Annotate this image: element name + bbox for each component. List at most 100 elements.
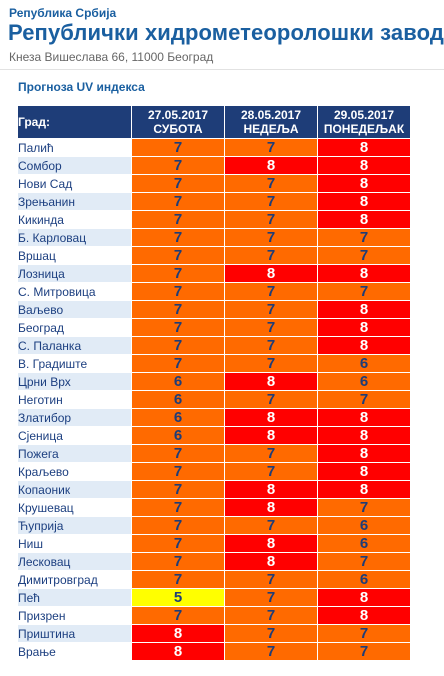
day-weekday: СУБОТА	[153, 122, 203, 136]
city-name: Лесковац	[18, 552, 132, 571]
uv-value-cell: 6	[317, 570, 410, 589]
uv-value-cell: 6	[131, 390, 225, 409]
table-row: С. Митровица 7 7 7	[18, 282, 410, 301]
table-row: Златибор 6 8 8	[18, 408, 410, 427]
city-name: В. Градиште	[18, 354, 132, 373]
uv-value-cell: 7	[224, 642, 318, 660]
day-date: 28.05.2017	[240, 108, 302, 122]
uv-value-cell: 8	[317, 480, 410, 499]
city-name: Црни Врх	[18, 372, 132, 391]
uv-value-cell: 8	[317, 192, 410, 211]
city-name: Лозница	[18, 264, 132, 283]
city-name: Сомбор	[18, 156, 132, 175]
table-row: Ћуприја 7 7 6	[18, 516, 410, 535]
city-name: Врање	[18, 642, 132, 660]
uv-value-cell: 7	[224, 570, 318, 589]
table-row: Лесковац 7 8 7	[18, 552, 410, 571]
uv-value-cell: 7	[131, 264, 225, 283]
city-name: Златибор	[18, 408, 132, 427]
city-name: Ваљево	[18, 300, 132, 319]
uv-value-cell: 7	[131, 246, 225, 265]
uv-value-cell: 8	[224, 480, 318, 499]
uv-value-cell: 8	[317, 318, 410, 337]
day-date: 27.05.2017	[147, 108, 209, 122]
table-row: Приштина 8 7 7	[18, 624, 410, 643]
city-name: Београд	[18, 318, 132, 337]
uv-value-cell: 7	[131, 192, 225, 211]
table-row: Црни Врх 6 8 6	[18, 372, 410, 391]
uv-value-cell: 7	[317, 498, 410, 517]
uv-value-cell: 8	[224, 408, 318, 427]
table-row: Зрењанин 7 7 8	[18, 192, 410, 211]
table-row: Ваљево 7 7 8	[18, 300, 410, 319]
city-name: Краљево	[18, 462, 132, 481]
uv-value-cell: 8	[317, 462, 410, 481]
uv-value-cell: 8	[224, 498, 318, 517]
uv-value-cell: 8	[131, 642, 225, 660]
uv-value-cell: 7	[224, 354, 318, 373]
uv-value-cell: 8	[317, 408, 410, 427]
uv-value-cell: 7	[224, 192, 318, 211]
uv-value-cell: 7	[224, 516, 318, 535]
uv-value-cell: 7	[131, 480, 225, 499]
uv-value-cell: 8	[224, 372, 318, 391]
uv-value-cell: 8	[317, 156, 410, 175]
uv-value-cell: 7	[131, 534, 225, 553]
uv-value-cell: 7	[224, 390, 318, 409]
city-column-header: Град:	[18, 106, 132, 139]
table-row: Нови Сад 7 7 8	[18, 174, 410, 193]
uv-value-cell: 7	[224, 174, 318, 193]
table-row: Палић 7 7 8	[18, 138, 410, 157]
city-name: Ниш	[18, 534, 132, 553]
org-title[interactable]: Републички хидрометеоролошки завод	[8, 20, 444, 45]
org-address: Кнеза Вишеслава 66, 11000 Београд	[9, 50, 214, 64]
city-name: Б. Карловац	[18, 228, 132, 247]
table-row: Копаоник 7 8 8	[18, 480, 410, 499]
table-row: Пожега 7 7 8	[18, 444, 410, 463]
uv-value-cell: 8	[131, 624, 225, 643]
city-name: Пећ	[18, 588, 132, 607]
city-name: Ћуприја	[18, 516, 132, 535]
uv-value-cell: 6	[131, 408, 225, 427]
table-row: Димитровград 7 7 6	[18, 570, 410, 589]
uv-value-cell: 8	[224, 156, 318, 175]
uv-value-cell: 7	[131, 570, 225, 589]
city-name: Приштина	[18, 624, 132, 643]
city-name: Сјеница	[18, 426, 132, 445]
uv-value-cell: 7	[224, 462, 318, 481]
city-name: Димитровград	[18, 570, 132, 589]
uv-value-cell: 7	[224, 624, 318, 643]
table-row: Кикинда 7 7 8	[18, 210, 410, 229]
uv-value-cell: 7	[131, 210, 225, 229]
city-name: Нови Сад	[18, 174, 132, 193]
uv-value-cell: 7	[131, 228, 225, 247]
table-row: Сјеница 6 8 8	[18, 426, 410, 445]
city-name: Неготин	[18, 390, 132, 409]
uv-value-cell: 7	[224, 606, 318, 625]
city-name: Крушевац	[18, 498, 132, 517]
uv-value-cell: 7	[131, 354, 225, 373]
uv-value-cell: 8	[317, 138, 410, 157]
day-column-header: 29.05.2017 ПОНЕДЕЉАК	[317, 106, 410, 139]
uv-value-cell: 7	[131, 552, 225, 571]
uv-value-cell: 7	[224, 336, 318, 355]
section-title: Прогноза UV индекса	[18, 80, 145, 94]
city-name: Вршац	[18, 246, 132, 265]
uv-value-cell: 8	[317, 210, 410, 229]
table-row: В. Градиште 7 7 6	[18, 354, 410, 373]
uv-value-cell: 8	[317, 588, 410, 607]
site-header: Република Србија Републички хидрометеоро…	[0, 0, 444, 68]
uv-forecast-table: Град: 27.05.2017 СУБОТА 28.05.2017 НЕДЕЉ…	[18, 106, 410, 660]
uv-value-cell: 8	[224, 426, 318, 445]
uv-value-cell: 8	[224, 552, 318, 571]
table-row: Пећ 5 7 8	[18, 588, 410, 607]
org-subtitle: Република Србија	[9, 6, 117, 20]
city-name: С. Паланка	[18, 336, 132, 355]
city-name: Палић	[18, 138, 132, 157]
uv-value-cell: 8	[317, 606, 410, 625]
uv-value-cell: 7	[317, 642, 410, 660]
uv-value-cell: 7	[131, 156, 225, 175]
table-row: Сомбор 7 8 8	[18, 156, 410, 175]
uv-value-cell: 7	[224, 282, 318, 301]
uv-table-body: Палић 7 7 8 Сомбор 7 8 8 Нови Сад 7 7 8 Зрењанин 7 7 8 К…	[18, 138, 410, 660]
